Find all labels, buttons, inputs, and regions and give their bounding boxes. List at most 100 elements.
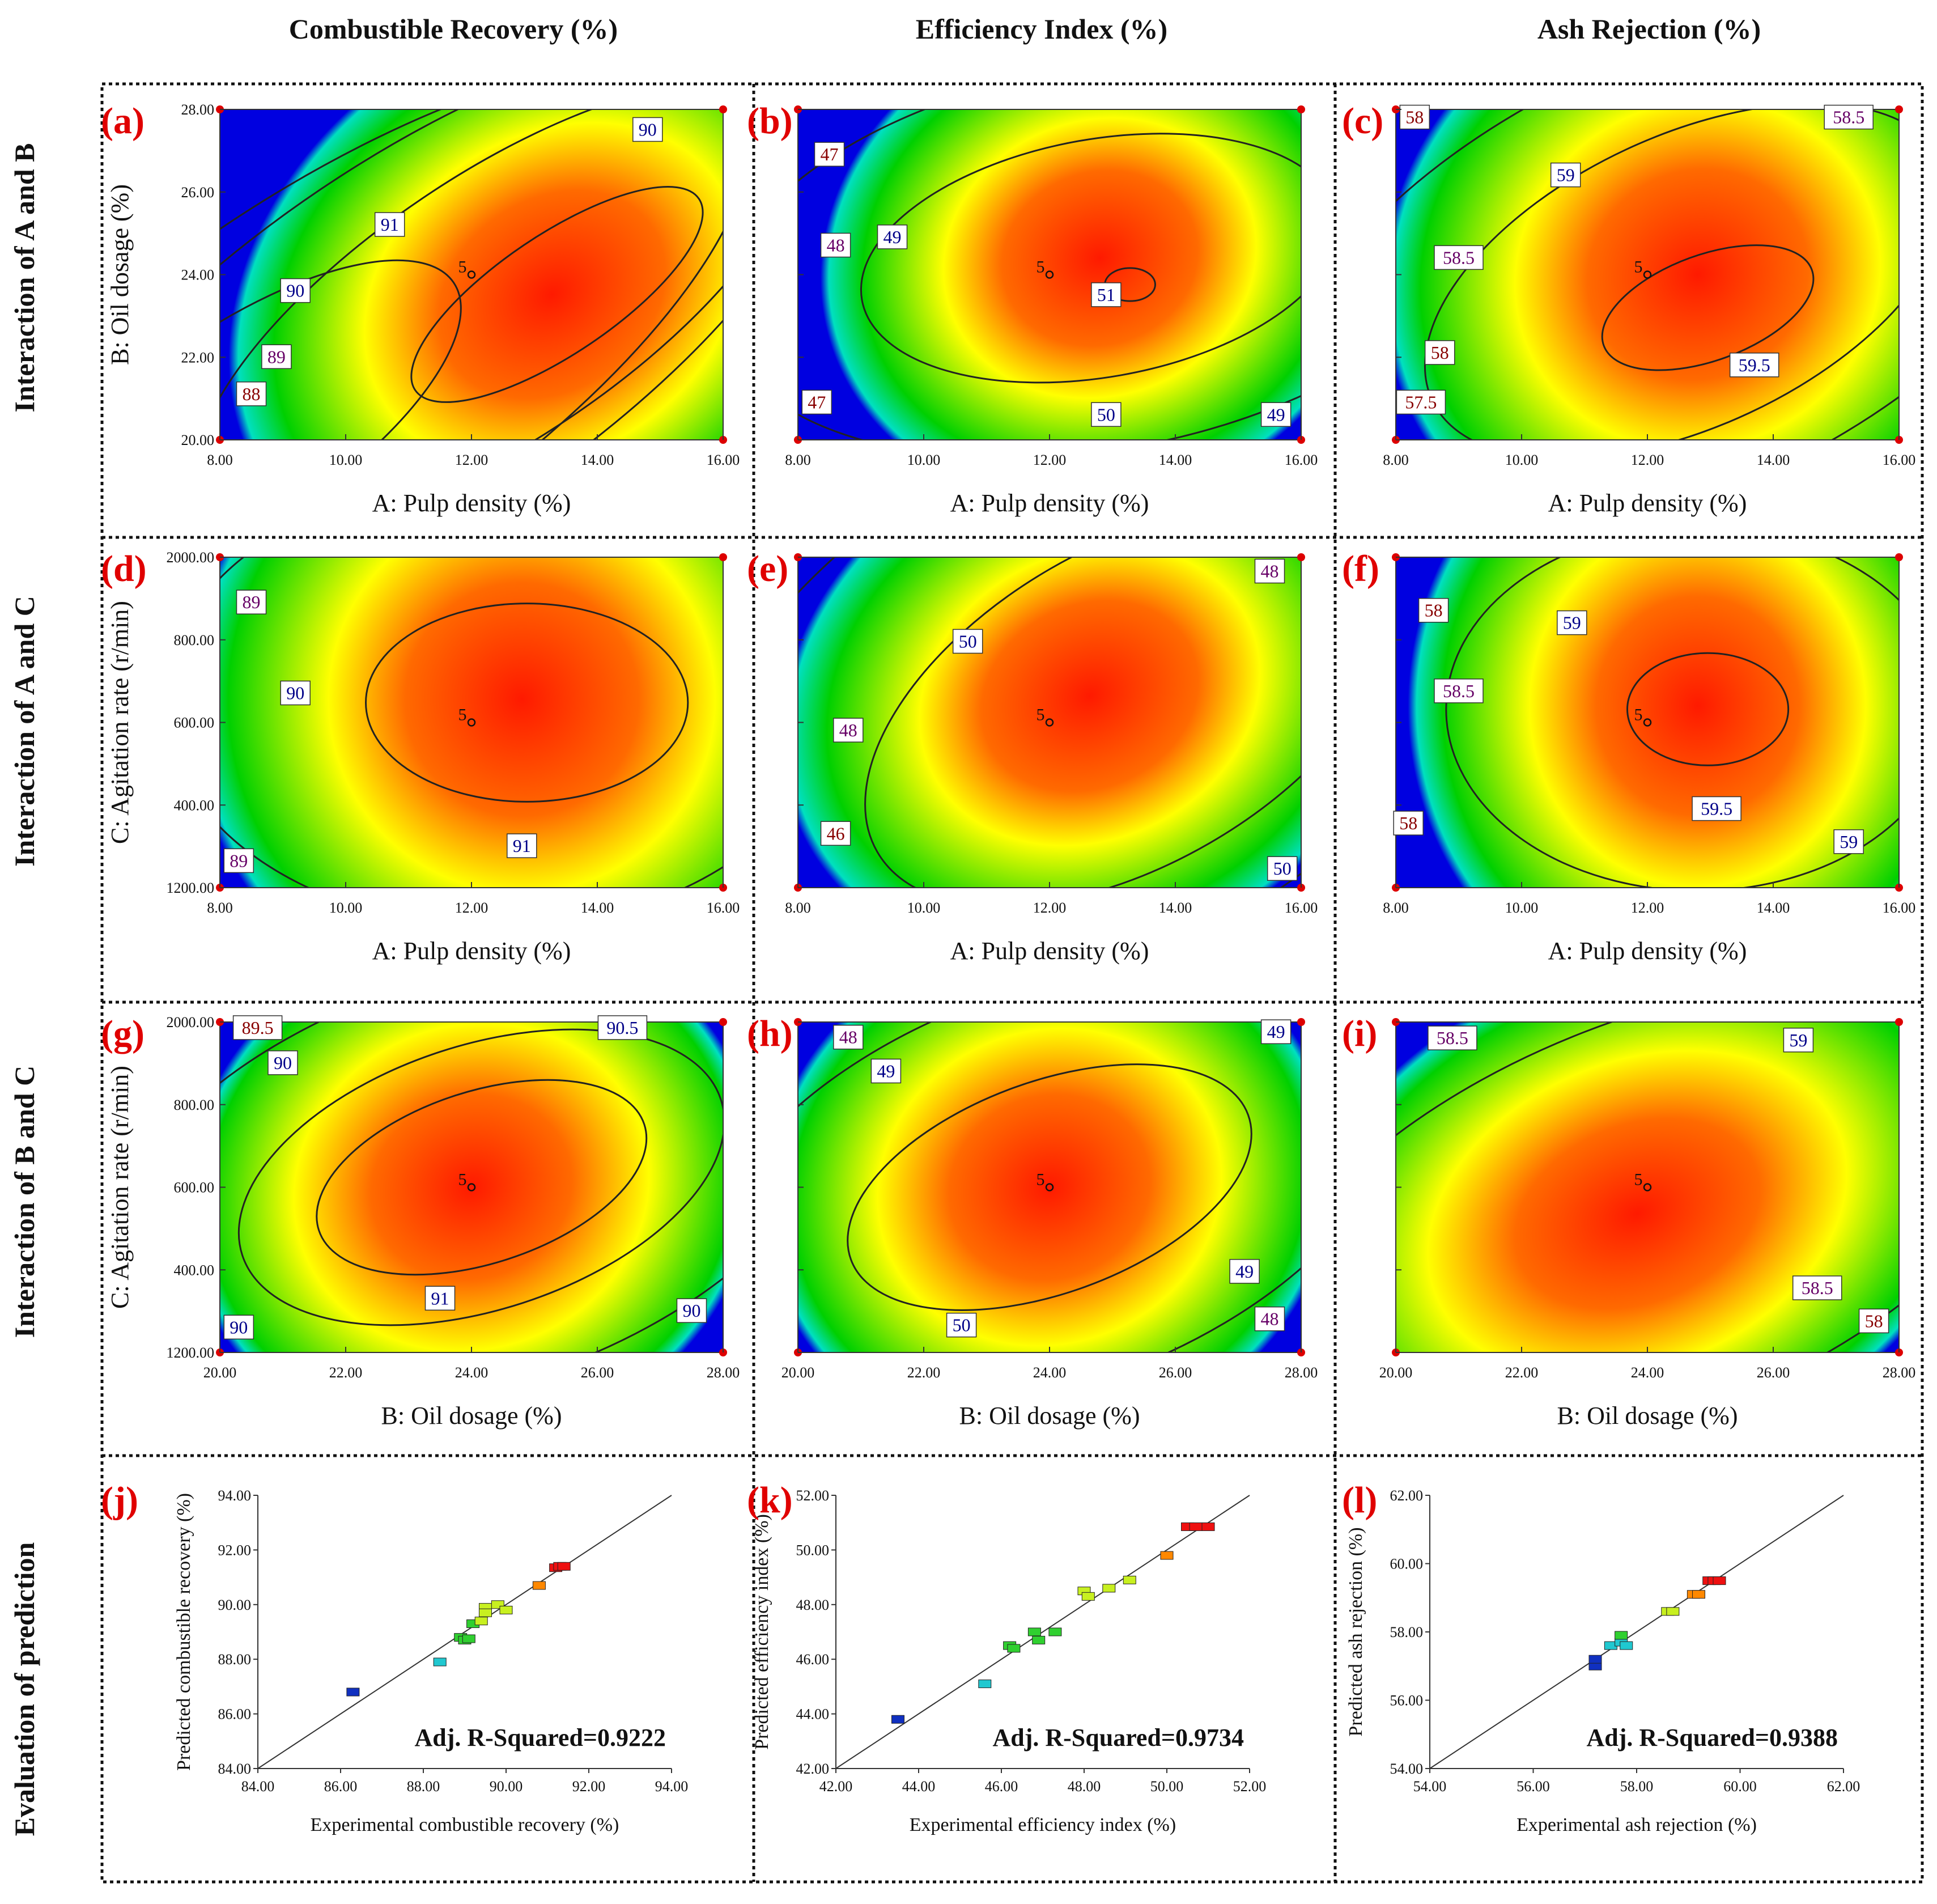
x-tick-label: 14.00 — [1757, 900, 1790, 916]
contour-label: 58 — [1399, 813, 1417, 833]
identity-line — [835, 1495, 1250, 1769]
y-axis-label: Predicted ash rejection (%) — [1345, 1527, 1366, 1736]
contour-label: 58 — [1865, 1311, 1883, 1331]
design-point — [719, 553, 727, 561]
x-tick-label: 16.00 — [1883, 900, 1916, 916]
data-point — [1007, 1644, 1021, 1653]
y-tick-label: 88.00 — [218, 1651, 252, 1668]
x-tick-label: 60.00 — [1723, 1778, 1757, 1795]
x-tick-label: 8.00 — [785, 900, 811, 916]
contour-label: 47 — [808, 392, 826, 412]
contour-label: 50 — [1097, 404, 1115, 425]
data-point — [1027, 1627, 1041, 1636]
contour-label-box — [946, 1312, 977, 1338]
contour-line — [365, 603, 689, 803]
contour-label-box — [424, 1286, 456, 1311]
data-point — [1160, 1551, 1174, 1560]
design-point — [1895, 553, 1903, 561]
contour-lines — [1396, 1022, 1899, 1352]
y-tick-label: 46.00 — [796, 1651, 830, 1668]
contour-label-box — [507, 833, 537, 858]
x-tick-label: 44.00 — [902, 1778, 936, 1795]
contour-label-box — [1792, 1275, 1842, 1300]
x-axis-label: B: Oil dosage (%) — [381, 1402, 562, 1430]
x-tick-label: 12.00 — [1033, 452, 1067, 468]
contour-label-box — [676, 1298, 707, 1323]
contour-line — [1445, 557, 1899, 888]
data-point — [479, 1608, 492, 1617]
x-tick-label: 42.00 — [819, 1778, 853, 1795]
contour-line — [316, 1079, 648, 1276]
x-axis-label: Experimental combustible recovery (%) — [311, 1814, 619, 1835]
data-point — [1189, 1522, 1203, 1531]
center-point — [1045, 270, 1054, 279]
x-tick-label: 86.00 — [324, 1778, 358, 1795]
y-tick-label: 26.00 — [181, 184, 215, 201]
contour-label-box — [223, 1314, 254, 1340]
data-point — [1123, 1575, 1136, 1584]
contour-label: 59.5 — [1701, 799, 1732, 819]
x-tick-label: 26.00 — [581, 1364, 614, 1381]
x-tick-label: 26.00 — [1159, 1364, 1192, 1381]
y-tick-label: 52.00 — [796, 1487, 830, 1504]
contour-label: 90 — [639, 119, 657, 139]
contour-label: 48 — [827, 235, 845, 255]
contour-label: 48 — [1261, 1309, 1279, 1329]
contour-label-box — [261, 344, 292, 369]
contour-label-box — [1396, 389, 1446, 415]
panel-label: (j) — [101, 1479, 138, 1521]
center-point — [1643, 270, 1652, 279]
design-point — [1895, 1018, 1903, 1026]
y-tick-label: 1200.00 — [167, 1345, 215, 1361]
panel-label: (a) — [101, 100, 145, 142]
data-point — [1201, 1522, 1215, 1531]
contour-label-box — [801, 389, 832, 415]
contour-label-box — [632, 117, 663, 142]
x-axis-label: A: Pulp density (%) — [1548, 937, 1747, 965]
contour-label: 47 — [821, 144, 839, 164]
contour-label-box — [833, 1024, 864, 1050]
contour-lines — [220, 557, 723, 888]
r-squared-annotation: Adj. R-Squared=0.9388 — [1586, 1724, 1838, 1752]
contour-label-box — [1833, 829, 1864, 854]
panel-d: 5 89 90 91 89 8.00 10.00 12.00 14.00 16.00 1200.00… — [101, 548, 740, 965]
column-header-combustible-recovery: Combustible Recovery (%) — [289, 13, 618, 45]
panel-label: (d) — [101, 548, 147, 590]
center-point-count: 5 — [1037, 258, 1045, 277]
center-point-count: 5 — [458, 706, 467, 724]
panel-label: (l) — [1342, 1479, 1377, 1521]
contour-label-box — [267, 1050, 298, 1075]
x-tick-label: 10.00 — [907, 452, 941, 468]
y-tick-label: 44.00 — [796, 1706, 830, 1723]
y-tick-label: 90.00 — [218, 1597, 252, 1613]
contour-label: 58 — [1425, 600, 1443, 621]
x-tick-label: 14.00 — [581, 452, 614, 468]
contour-label-box — [1267, 856, 1298, 881]
y-axis-label: C: Agitation rate (r/min) — [106, 1066, 134, 1309]
data-point — [557, 1562, 571, 1571]
center-point — [1045, 718, 1054, 727]
contour-label: 91 — [513, 836, 531, 856]
x-tick-label: 14.00 — [1757, 452, 1790, 468]
r-squared-annotation: Adj. R-Squared=0.9734 — [992, 1724, 1244, 1752]
contour-label: 50 — [953, 1315, 971, 1335]
y-axis-label: C: Agitation rate (r/min) — [106, 601, 134, 844]
design-point — [1297, 105, 1305, 113]
contour-label-box — [280, 278, 311, 303]
data-point — [346, 1687, 360, 1697]
x-tick-label: 8.00 — [1383, 452, 1409, 468]
y-tick-label: 58.00 — [1390, 1624, 1424, 1640]
panels: 5 90 91 90 89 88 8.00 10.00 12.00 14.00 16.00 20.00… — [101, 100, 1916, 1835]
contour-line — [220, 259, 462, 440]
contour-label-box — [1393, 811, 1424, 836]
contour-label: 89 — [243, 592, 261, 612]
contour-label: 89 — [267, 346, 286, 367]
contour-label: 58.5 — [1802, 1278, 1833, 1298]
x-tick-label: 24.00 — [1631, 1364, 1664, 1381]
x-axis-label: A: Pulp density (%) — [950, 937, 1149, 965]
contour-label: 59 — [1840, 832, 1858, 852]
contour-label-box — [1824, 104, 1874, 130]
x-tick-label: 10.00 — [329, 452, 363, 468]
